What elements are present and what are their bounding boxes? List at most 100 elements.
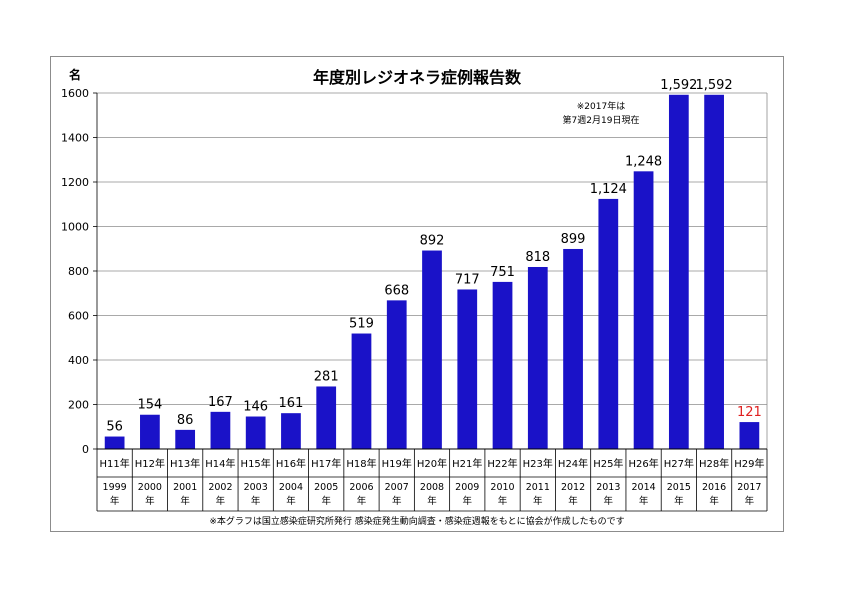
data-label: 668 — [384, 283, 409, 298]
x-category-year: 2007 — [385, 482, 409, 493]
x-category-era: H13年 — [170, 457, 200, 470]
x-category-year: 2010 — [490, 482, 514, 493]
x-category-year-suffix: 年 — [745, 495, 755, 507]
x-category-era: H20年 — [417, 457, 447, 470]
x-category-year: 2002 — [208, 482, 232, 493]
x-category-year-suffix: 年 — [604, 495, 614, 507]
data-label: 281 — [314, 369, 339, 384]
data-label: 818 — [525, 250, 550, 265]
x-category-era: H28年 — [699, 457, 729, 470]
x-category-year-suffix: 年 — [110, 495, 120, 507]
bar — [351, 333, 372, 449]
x-category-year-suffix: 年 — [709, 495, 719, 507]
bar — [704, 94, 724, 449]
bar — [316, 386, 337, 449]
bar — [175, 429, 196, 449]
x-category-era: H24年 — [558, 457, 588, 470]
x-category-year: 2004 — [279, 482, 303, 493]
x-category-era: H27年 — [664, 457, 694, 470]
data-label: 161 — [279, 396, 304, 411]
x-category-era: H16年 — [276, 457, 306, 470]
x-category-era: H17年 — [311, 457, 341, 470]
y-tick-label: 0 — [82, 443, 89, 456]
x-category-year: 2015 — [667, 482, 691, 493]
data-labels: 56 154 86 167 146 161 281 519 668 892 717 751 818 899… — [106, 78, 761, 435]
x-category-year-suffix: 年 — [533, 495, 543, 507]
y-tick-label: 200 — [68, 399, 89, 412]
y-tick-label: 1400 — [61, 132, 89, 145]
data-label: 1,592 — [660, 78, 697, 93]
x-category-era: H25年 — [593, 457, 623, 470]
y-tick-label: 1600 — [61, 87, 89, 100]
x-category-year: 2009 — [455, 482, 479, 493]
x-category-year: 2006 — [349, 482, 373, 493]
x-category-year-suffix: 年 — [568, 495, 578, 507]
x-category-era: H21年 — [452, 457, 482, 470]
x-category-year-suffix: 年 — [180, 495, 190, 507]
bar — [245, 416, 266, 449]
data-label: 56 — [106, 420, 123, 435]
annotation-line-1: ※2017年は — [577, 100, 625, 112]
x-category-year: 2011 — [526, 482, 550, 493]
x-category-year-suffix: 年 — [463, 495, 473, 507]
bar — [563, 248, 583, 449]
x-category-year: 2005 — [314, 482, 338, 493]
x-category-year-suffix: 年 — [286, 495, 296, 507]
x-category-year: 2008 — [420, 482, 444, 493]
y-tick-label: 800 — [68, 265, 89, 278]
x-axis-table: H11年 1999 年 H12年 2000 年 H13年 2001 年 H14年 2002 年 H15年… — [96, 448, 768, 512]
x-category-year-suffix: 年 — [498, 495, 508, 507]
x-category-era: H11年 — [100, 457, 130, 470]
x-category-year: 2003 — [244, 482, 268, 493]
bar — [210, 411, 231, 449]
bar — [422, 250, 442, 449]
data-label: 899 — [561, 232, 586, 247]
y-tick-label: 1200 — [61, 176, 89, 189]
bar — [527, 266, 548, 449]
x-category-era: H29年 — [734, 457, 764, 470]
x-category-year-suffix: 年 — [251, 495, 261, 507]
bar — [633, 171, 654, 449]
bar-chart: 年度別レジオネラ症例報告数 名 ※2017年は 第7週2月19日現在 ※本グラフ… — [61, 67, 768, 527]
y-tick-label: 600 — [68, 310, 89, 323]
x-category-era: H19年 — [382, 457, 412, 470]
y-tick-label: 400 — [68, 354, 89, 367]
y-tick-label: 1000 — [61, 221, 89, 234]
x-category-era: H15年 — [241, 457, 271, 470]
x-category-year-suffix: 年 — [392, 495, 402, 507]
bar — [492, 281, 513, 449]
x-category-year-suffix: 年 — [674, 495, 684, 507]
data-label: 892 — [420, 234, 445, 249]
bar — [386, 300, 407, 449]
data-label: 717 — [455, 272, 480, 287]
x-category-year-suffix: 年 — [145, 495, 155, 507]
x-category-era: H18年 — [346, 457, 376, 470]
bar — [739, 422, 760, 449]
bars — [104, 94, 760, 449]
x-category-year-suffix: 年 — [357, 495, 367, 507]
x-category-year-suffix: 年 — [216, 495, 226, 507]
x-category-year: 2012 — [561, 482, 585, 493]
x-category-year: 2017 — [737, 482, 761, 493]
data-label: 86 — [177, 413, 194, 428]
bar — [668, 94, 689, 449]
x-category-year-suffix: 年 — [427, 495, 437, 507]
data-label: 1,248 — [625, 154, 662, 169]
data-label: 519 — [349, 317, 374, 332]
x-category-year-suffix: 年 — [639, 495, 649, 507]
data-label: 1,592 — [695, 78, 732, 93]
x-category-year: 2016 — [702, 482, 726, 493]
x-category-era: H22年 — [487, 457, 517, 470]
y-axis-unit-label: 名 — [69, 67, 81, 82]
x-category-year: 2014 — [631, 482, 655, 493]
source-note: ※本グラフは国立感染症研究所発行 感染症発生動向調査・感染症週報をもとに協会が作… — [209, 515, 624, 527]
data-label: 154 — [137, 398, 162, 413]
x-category-era: H14年 — [205, 457, 235, 470]
data-label: 751 — [490, 265, 515, 280]
bar — [140, 414, 160, 449]
data-label: 1,124 — [590, 182, 627, 197]
bar — [457, 289, 478, 449]
x-category-year-suffix: 年 — [321, 495, 331, 507]
x-category-year: 2000 — [138, 482, 162, 493]
bar — [104, 436, 125, 449]
